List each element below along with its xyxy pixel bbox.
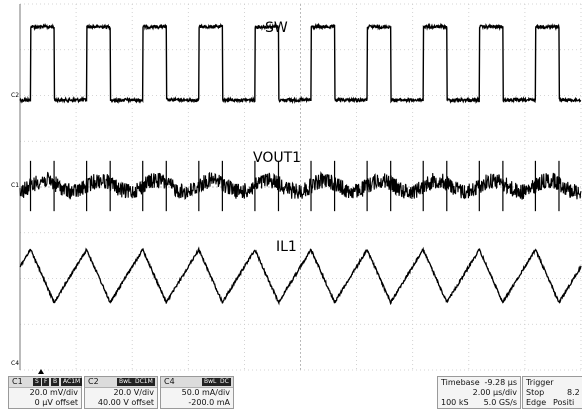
channel-c1-label: C1	[12, 377, 23, 386]
chart-traces	[19, 22, 582, 306]
timebase-position: -9.28 µs	[484, 378, 518, 387]
channel-c2-badge-coupling: DC1M	[133, 378, 155, 386]
chart-grid	[19, 3, 582, 371]
timebase-scale: 2.00 µs/div	[472, 388, 517, 397]
trigger-label: Trigger	[526, 378, 554, 387]
channel-c4-label: C4	[164, 377, 175, 386]
channel-c2-panel[interactable]: C2 BwL DC1M 20.0 V/div 40.00 V offset	[84, 376, 158, 409]
series-vout1-trace	[19, 171, 582, 201]
channel-c4-badge-bwl: BwL	[202, 378, 219, 386]
channel-c1-badge-b: B	[51, 378, 60, 386]
trigger-panel[interactable]: Trigger Stop 8.2 Edge Positi	[522, 376, 582, 409]
channel-c4-offset: -200.0 mA	[188, 398, 230, 407]
trigger-mode-value: 8.2	[567, 388, 580, 397]
channel-c2-offset: 40.00 V offset	[97, 398, 154, 407]
series-il1-trace	[19, 246, 582, 306]
ground-marker-c2: C2	[11, 92, 19, 99]
channel-c2-badge-bwl: BwL	[117, 378, 134, 386]
channel-c1-offset: 0 µV offset	[34, 398, 78, 407]
channel-c2-label: C2	[88, 377, 99, 386]
channel-c1-badge-f: F	[42, 378, 50, 386]
ground-marker-c1: C1	[11, 182, 19, 189]
timebase-label: Timebase	[441, 378, 480, 387]
timebase-samples: 100 kS	[441, 398, 469, 407]
series-label-sw: SW	[265, 20, 288, 36]
channel-c1-scale: 20.0 mV/div	[29, 388, 78, 397]
series-label-il1: IL1	[276, 239, 297, 255]
timebase-panel[interactable]: Timebase -9.28 µs 2.00 µs/div 100 kS 5.0…	[437, 376, 521, 409]
trigger-position-marker	[38, 369, 44, 374]
timebase-rate: 5.0 GS/s	[483, 398, 517, 407]
series-sw-trace	[19, 22, 582, 105]
trigger-mode-label: Stop	[526, 388, 545, 397]
ground-marker-c4: C4	[11, 360, 19, 367]
channel-c4-badge-coupling: DC	[218, 378, 231, 386]
trigger-type-value: Positi	[553, 398, 575, 407]
channel-c1-badge-coupling: AC1M	[61, 378, 83, 386]
channel-c4-scale: 50.0 mA/div	[181, 388, 230, 397]
chart-labels: SW VOUT1 IL1 C2 C1 C4	[11, 20, 301, 374]
channel-c1-panel[interactable]: C1 S F B AC1M 20.0 mV/div 0 µV offset	[8, 376, 83, 409]
channel-c2-scale: 20.0 V/div	[113, 388, 154, 397]
trigger-type-label: Edge	[526, 398, 547, 407]
channel-c1-badge-s: S	[33, 378, 41, 386]
channel-c4-panel[interactable]: C4 BwL DC 50.0 mA/div -200.0 mA	[160, 376, 234, 409]
series-label-vout1: VOUT1	[253, 150, 301, 166]
